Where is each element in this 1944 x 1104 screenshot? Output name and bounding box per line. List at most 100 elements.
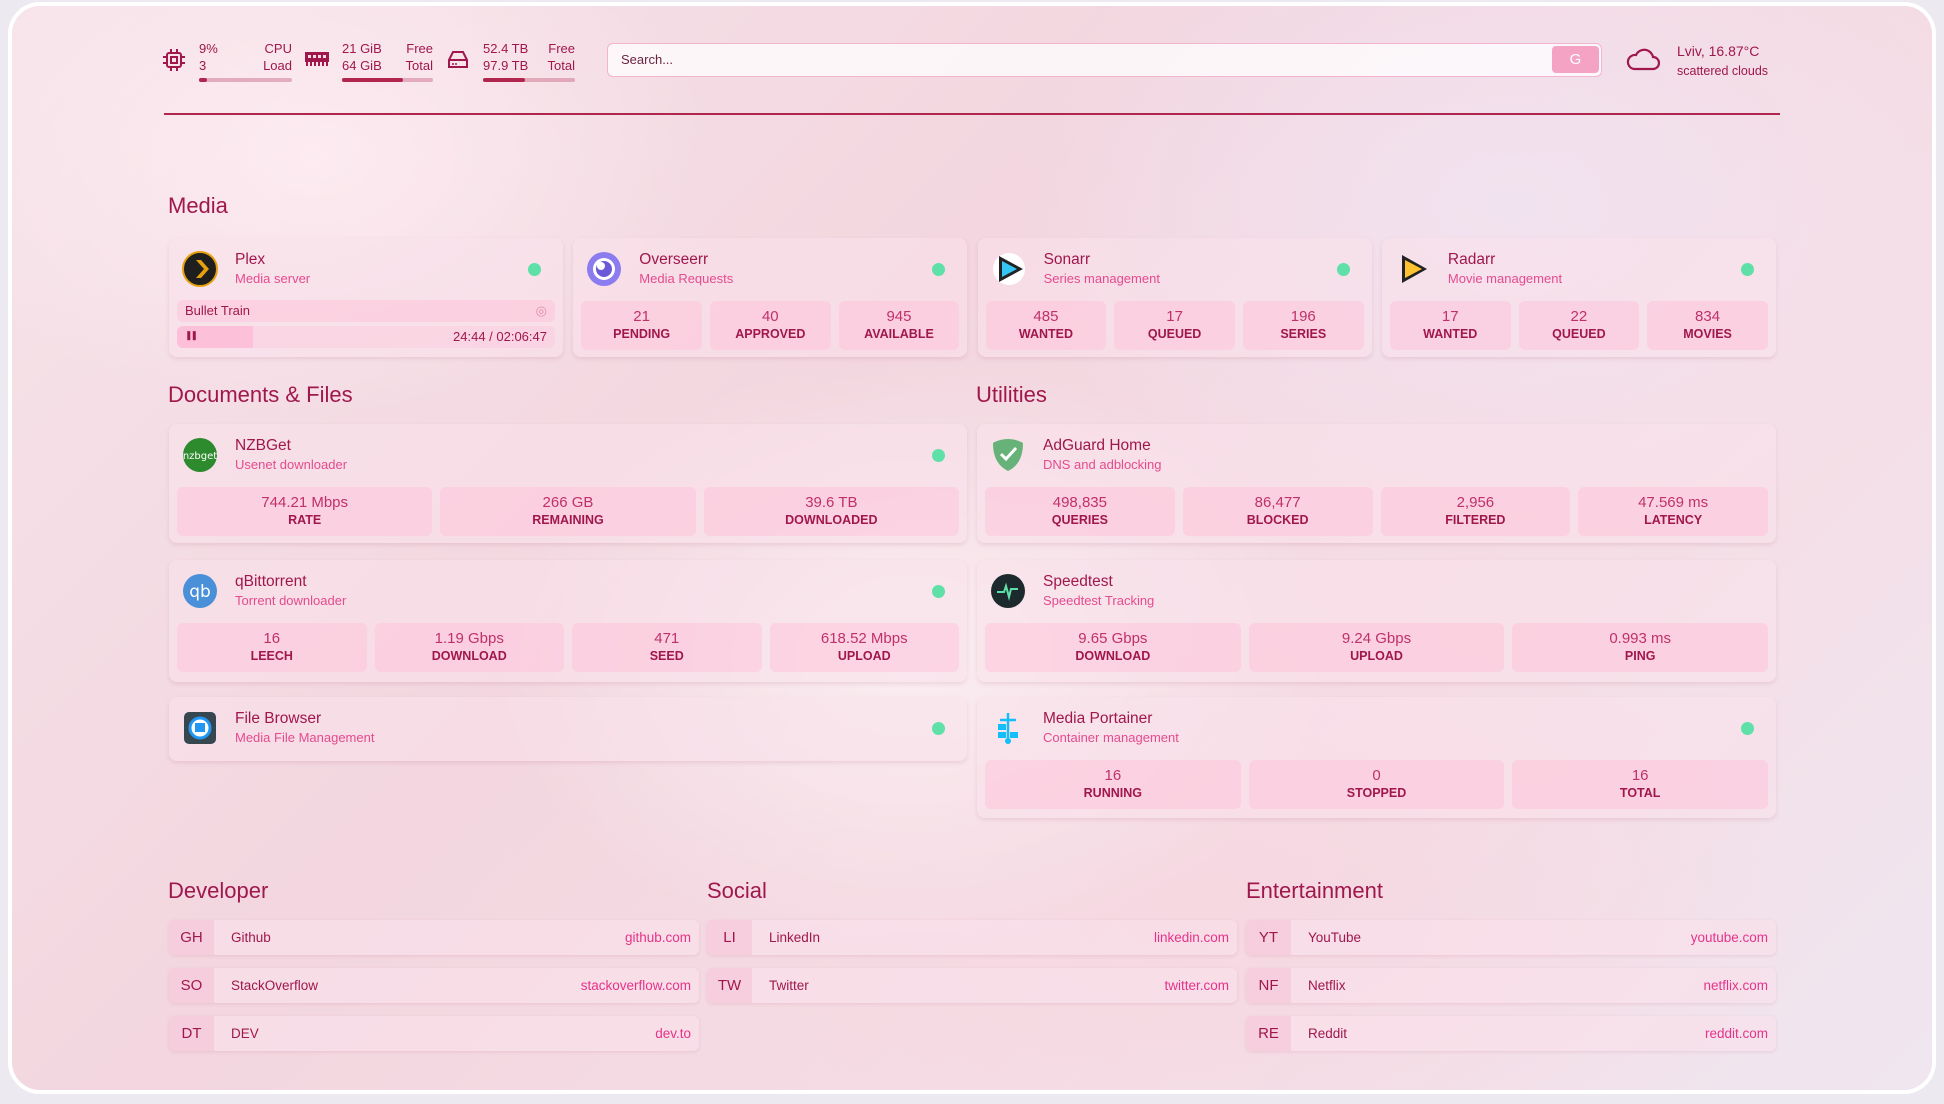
service-description: Container management — [1043, 730, 1179, 745]
stat-value: 0 — [1372, 767, 1381, 784]
service-card-overseerr[interactable]: Overseerr Media Requests 21 PENDING 40 APPROV… — [573, 238, 968, 357]
bookmark-netflix[interactable]: NF Netflix netflix.com — [1246, 968, 1776, 1003]
service-card-qbittorrent[interactable]: qb qBittorrent Torrent downloader 16 LEECH 1.… — [169, 560, 967, 682]
stat-label: WANTED — [1423, 327, 1478, 341]
stat-value: 2,956 — [1456, 494, 1495, 511]
section-media: Media — [168, 193, 228, 218]
transcode-icon: ◎ — [535, 303, 547, 318]
bookmark-url[interactable]: linkedin.com — [1153, 930, 1229, 945]
service-stats: 16 LEECH 1.19 Gbps DOWNLOAD 471 SEED 618.52 Mb… — [177, 623, 959, 672]
bookmark-url[interactable]: netflix.com — [1703, 978, 1768, 993]
bookmark-url[interactable]: youtube.com — [1690, 930, 1768, 945]
stat-value: 17 — [1441, 308, 1459, 325]
stat-label: LATENCY — [1644, 513, 1703, 527]
bookmark-abbr: NF — [1246, 968, 1291, 1003]
service-card-file-browser[interactable]: File Browser Media File Management — [169, 697, 967, 761]
disk-bar — [483, 78, 575, 82]
service-description: Media File Management — [235, 730, 375, 745]
playback-time: 24:44 / 02:06:47 — [453, 329, 547, 344]
stat-block: 2,956 FILTERED — [1380, 487, 1571, 536]
search-provider-button[interactable]: G — [1552, 46, 1599, 73]
bookmark-abbr: TW — [707, 968, 752, 1003]
bookmark-dev[interactable]: DT DEV dev.to — [169, 1016, 699, 1051]
ram-free-value: 21 GiB — [342, 41, 382, 56]
stat-value: 471 — [654, 630, 680, 647]
service-card-speedtest[interactable]: Speedtest Speedtest Tracking 9.65 Gbps DOWN… — [977, 560, 1776, 682]
stat-block: 39.6 TB DOWNLOADED — [703, 487, 959, 536]
stat-value: 0.993 ms — [1609, 630, 1672, 647]
stat-value: 17 — [1166, 308, 1183, 325]
bookmark-url[interactable]: stackoverflow.com — [580, 978, 691, 993]
section-social: Social — [707, 878, 767, 903]
bookmark-name: Reddit — [1308, 1026, 1348, 1041]
stat-value: 834 — [1695, 308, 1721, 325]
bookmark-name: Github — [231, 930, 271, 945]
stat-block: 16 TOTAL — [1512, 760, 1769, 809]
service-stats: 485 WANTED 17 QUEUED 196 SERIES — [985, 301, 1364, 350]
bookmark-url[interactable]: github.com — [624, 930, 691, 945]
cpu-value: 9% — [199, 41, 218, 56]
service-card-sonarr[interactable]: Sonarr Series management 485 WANTED 17 QUEUED… — [977, 238, 1372, 357]
stat-value: 22 — [1570, 308, 1588, 325]
stat-block: 945 AVAILABLE — [838, 301, 960, 350]
ram-free-label: Free — [406, 41, 433, 56]
pause-icon[interactable]: ❚❚ — [185, 330, 198, 340]
portainer-icon — [990, 710, 1026, 746]
bookmark-url[interactable]: twitter.com — [1164, 978, 1229, 993]
service-name: Media Portainer — [1043, 710, 1153, 727]
search-input[interactable] — [608, 44, 1538, 75]
status-indicator — [932, 585, 945, 598]
stat-block: 1.19 Gbps DOWNLOAD — [374, 623, 564, 672]
bookmark-stackoverflow[interactable]: SO StackOverflow stackoverflow.com — [169, 968, 699, 1003]
status-indicator — [1741, 722, 1754, 735]
bookmark-abbr: SO — [169, 968, 214, 1003]
service-card-nzbget[interactable]: nzbget NZBGet Usenet downloader 744.21 Mbps… — [169, 424, 967, 543]
bookmark-reddit[interactable]: RE Reddit reddit.com — [1246, 1016, 1776, 1051]
stat-value: 21 — [633, 308, 650, 325]
stat-block: 17 WANTED — [1389, 301, 1511, 350]
stat-label: QUEUED — [1552, 327, 1606, 341]
ram-total-label: Total — [405, 58, 433, 73]
service-card-plex[interactable]: Plex Media server Bullet Train ◎ ❚❚ 24:44 / 0… — [169, 238, 563, 357]
bookmark-url[interactable]: dev.to — [655, 1026, 691, 1041]
bookmark-name: Twitter — [769, 978, 809, 993]
stat-value: 1.19 Gbps — [434, 630, 504, 647]
bookmark-github[interactable]: GH Github github.com — [169, 920, 699, 955]
dashboard — [12, 6, 1932, 1090]
cpu-label: CPU — [264, 41, 292, 56]
stat-label: BLOCKED — [1246, 513, 1309, 527]
bookmark-abbr: GH — [169, 920, 214, 955]
bookmark-twitter[interactable]: TW Twitter twitter.com — [707, 968, 1237, 1003]
stat-label: PING — [1624, 649, 1656, 663]
service-name: Overseerr — [639, 251, 709, 268]
stat-block: 485 WANTED — [985, 301, 1107, 350]
bookmark-linkedin[interactable]: LI LinkedIn linkedin.com — [707, 920, 1237, 955]
cpu-load-value: 3 — [199, 58, 207, 73]
stat-label: SERIES — [1280, 327, 1327, 341]
stat-label: TOTAL — [1619, 786, 1661, 800]
svg-text:nzbget: nzbget — [183, 451, 217, 462]
bookmark-youtube[interactable]: YT YouTube youtube.com — [1246, 920, 1776, 955]
stat-label: WANTED — [1018, 327, 1074, 341]
stat-block: 196 SERIES — [1242, 301, 1364, 350]
service-name: Speedtest — [1043, 573, 1113, 590]
stat-block: 22 QUEUED — [1518, 301, 1640, 350]
service-description: DNS and adblocking — [1043, 457, 1162, 472]
service-card-adguard-home[interactable]: AdGuard Home DNS and adblocking 498,835 QUE… — [977, 424, 1776, 543]
stat-block: 834 MOVIES — [1647, 301, 1768, 350]
section-developer: Developer — [168, 878, 269, 903]
service-card-radarr[interactable]: Radarr Movie management 17 WANTED 22 QUEUED 83… — [1381, 238, 1776, 357]
bookmark-name: YouTube — [1308, 930, 1362, 945]
stat-value: 39.6 TB — [805, 494, 858, 511]
stat-block: 17 QUEUED — [1114, 301, 1235, 350]
bookmark-url[interactable]: reddit.com — [1704, 1026, 1768, 1041]
stat-value: 196 — [1290, 308, 1316, 325]
stat-block: 9.24 Gbps UPLOAD — [1248, 623, 1505, 672]
service-description: Series management — [1043, 271, 1160, 286]
service-name: Plex — [235, 251, 266, 268]
service-card-media-portainer[interactable]: Media Portainer Container management 16 RUN… — [977, 697, 1776, 818]
service-name: NZBGet — [235, 437, 291, 454]
bookmark-name: LinkedIn — [769, 930, 821, 945]
service-name: AdGuard Home — [1043, 437, 1151, 454]
stat-label: PENDING — [613, 327, 671, 341]
